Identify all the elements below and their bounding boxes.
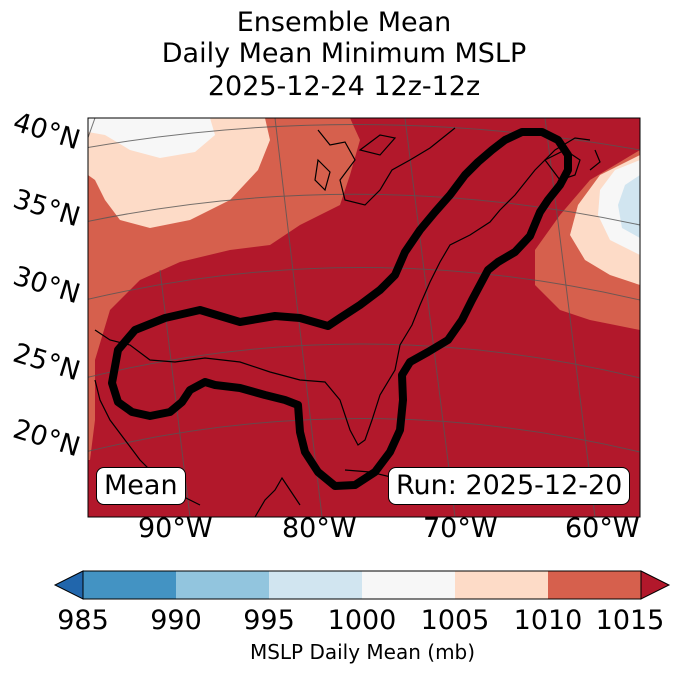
- colorbar-tick-985: 985: [57, 605, 109, 636]
- colorbar-tick-990: 990: [150, 605, 202, 636]
- colorbar-tick-1005: 1005: [420, 605, 490, 636]
- colorbar-tick-995: 995: [243, 605, 295, 636]
- title-line-1: Ensemble Mean: [236, 7, 452, 38]
- run-label-box: Run: 2025-12-20: [388, 467, 631, 505]
- mean-label-box: Mean: [96, 467, 186, 505]
- colorbar-tick-1000: 1000: [327, 605, 397, 636]
- pressure-field-995: [618, 175, 640, 238]
- title-line-3: 2025-12-24 12z-12z: [207, 71, 481, 102]
- map-frame: [87, 117, 641, 518]
- lon-label-60w: 60°W: [565, 513, 640, 544]
- lon-label-70w: 70°W: [423, 513, 498, 544]
- colorbar-swatch: [362, 571, 456, 599]
- colorbar-swatch: [176, 571, 270, 599]
- graticule: [88, 118, 640, 517]
- title-line-2: Daily Mean Minimum MSLP: [161, 38, 527, 69]
- colorbar-swatch: [269, 571, 363, 599]
- contour-1010mb: [108, 128, 572, 490]
- colorbar-swatch: [548, 571, 642, 599]
- colorbar-swatch: [455, 571, 549, 599]
- colorbar-extend-low: [53, 570, 84, 600]
- colorbar-swatch: [83, 571, 177, 599]
- colorbar-label: MSLP Daily Mean (mb): [249, 640, 476, 664]
- colorbar-extend-high: [640, 570, 671, 600]
- lon-label-80w: 80°W: [282, 513, 357, 544]
- lon-label-90w: 90°W: [138, 513, 213, 544]
- colorbar-tick-1010: 1010: [513, 605, 583, 636]
- colorbar-tick-1015: 1015: [595, 605, 665, 636]
